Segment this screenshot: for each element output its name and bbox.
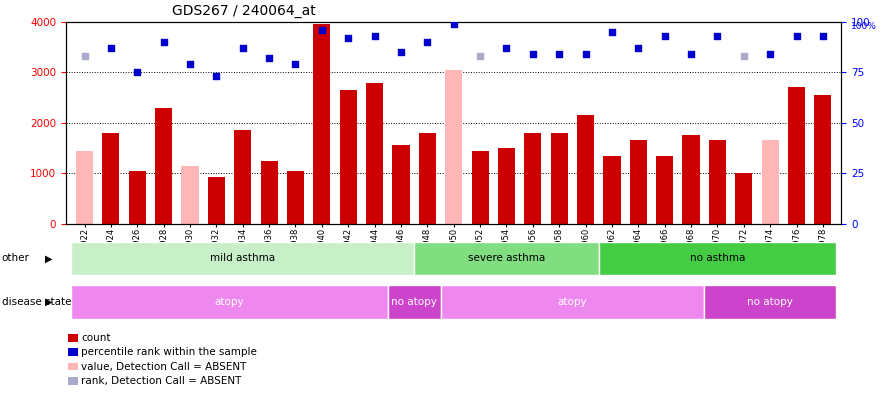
Bar <box>603 156 620 224</box>
Bar <box>287 171 304 224</box>
Bar <box>261 161 278 224</box>
Bar <box>234 130 251 224</box>
Text: rank, Detection Call = ABSENT: rank, Detection Call = ABSENT <box>81 376 242 386</box>
Text: count: count <box>81 333 111 343</box>
Point <box>78 53 92 59</box>
Bar <box>366 84 383 224</box>
Text: no atopy: no atopy <box>391 297 437 307</box>
Point <box>684 51 698 57</box>
Point <box>816 33 830 39</box>
Point <box>526 51 540 57</box>
Point <box>367 33 381 39</box>
Text: atopy: atopy <box>215 297 244 307</box>
Text: 100%: 100% <box>851 22 877 31</box>
Text: severe asthma: severe asthma <box>468 253 545 263</box>
Point <box>236 45 250 51</box>
Bar <box>440 285 704 319</box>
Text: ▶: ▶ <box>45 297 52 307</box>
Point <box>500 45 514 51</box>
Bar <box>761 141 779 224</box>
Bar <box>155 108 172 224</box>
Bar <box>683 135 700 224</box>
Bar <box>71 285 388 319</box>
Bar <box>709 141 726 224</box>
Bar <box>71 242 414 275</box>
Point <box>789 33 803 39</box>
Bar <box>208 177 225 224</box>
Bar <box>577 115 594 224</box>
Point <box>262 55 276 61</box>
Bar <box>418 133 436 224</box>
Text: atopy: atopy <box>558 297 588 307</box>
Text: GDS267 / 240064_at: GDS267 / 240064_at <box>172 4 315 18</box>
Bar <box>498 148 515 224</box>
Text: ▶: ▶ <box>45 253 52 263</box>
Point <box>341 35 355 41</box>
Bar <box>814 95 832 224</box>
Bar <box>314 24 330 224</box>
Point <box>657 33 671 39</box>
Text: percentile rank within the sample: percentile rank within the sample <box>81 347 257 357</box>
Bar <box>414 242 599 275</box>
Point <box>737 53 751 59</box>
Point <box>763 51 777 57</box>
Point <box>473 53 487 59</box>
Point <box>579 51 593 57</box>
Point <box>288 61 302 67</box>
Point <box>552 51 566 57</box>
Bar <box>69 377 78 385</box>
Bar <box>524 133 542 224</box>
Point <box>394 49 408 55</box>
Text: disease state: disease state <box>2 297 71 307</box>
Bar <box>129 171 146 224</box>
Bar <box>471 150 489 224</box>
Bar <box>69 348 78 356</box>
Bar <box>704 285 836 319</box>
Bar <box>736 173 752 224</box>
Point <box>157 39 171 45</box>
Text: mild asthma: mild asthma <box>211 253 276 263</box>
Text: no atopy: no atopy <box>747 297 793 307</box>
Point <box>447 21 461 27</box>
Bar <box>445 70 463 224</box>
Text: no asthma: no asthma <box>690 253 745 263</box>
Point <box>605 29 619 35</box>
Bar <box>388 285 440 319</box>
Bar <box>599 242 836 275</box>
Point <box>210 73 224 80</box>
Bar <box>551 133 567 224</box>
Text: value, Detection Call = ABSENT: value, Detection Call = ABSENT <box>81 362 247 371</box>
Point <box>104 45 118 51</box>
Point <box>315 27 329 33</box>
Text: other: other <box>2 253 30 263</box>
Bar <box>788 88 805 224</box>
Point <box>710 33 724 39</box>
Bar <box>340 90 357 224</box>
Point <box>183 61 197 67</box>
Bar <box>102 133 120 224</box>
Bar <box>630 141 647 224</box>
Point <box>632 45 646 51</box>
Bar <box>69 334 78 342</box>
Bar <box>392 145 410 224</box>
Bar <box>656 156 673 224</box>
Bar <box>69 363 78 371</box>
Point <box>130 69 144 75</box>
Bar <box>181 166 198 224</box>
Bar <box>76 150 93 224</box>
Point <box>420 39 434 45</box>
